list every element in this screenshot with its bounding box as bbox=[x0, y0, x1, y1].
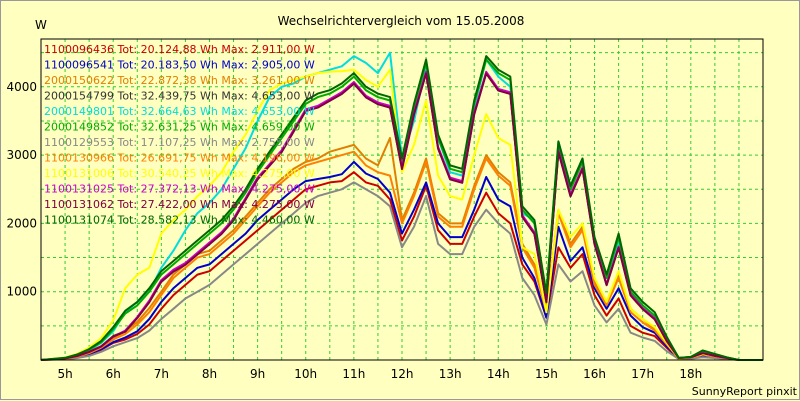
legend-entry: 1100131062 Tot: 27.422,00 Wh Max: 4.275,… bbox=[44, 198, 315, 211]
legend-entry: 2000149801 Tot: 32.664,63 Wh Max: 4.653,… bbox=[44, 105, 315, 118]
x-tick-label: 15h bbox=[535, 367, 558, 381]
x-tick-label: 8h bbox=[202, 367, 217, 381]
chart-title: Wechselrichtervergleich vom 15.05.2008 bbox=[278, 14, 525, 28]
legend-entry: 2000149852 Tot: 32.631,25 Wh Max: 4.659,… bbox=[44, 121, 315, 134]
y-tick-label: 3000 bbox=[6, 148, 37, 162]
series-line-11 bbox=[40, 72, 763, 361]
legend-entry: 1100131006 Tot: 30.540,25 Wh Max: 4.275,… bbox=[44, 167, 315, 180]
y-axis-label: W bbox=[35, 18, 47, 32]
x-tick-label: 11h bbox=[342, 367, 365, 381]
legend-entry: 1100096541 Tot: 20.183,50 Wh Max: 2.905,… bbox=[44, 59, 315, 72]
series-lines bbox=[40, 51, 763, 361]
x-tick-label: 17h bbox=[631, 367, 654, 381]
x-tick-label: 18h bbox=[679, 367, 702, 381]
series-line-9 bbox=[40, 68, 763, 361]
x-tick-label: 16h bbox=[583, 367, 606, 381]
legend: 1100096436 Tot: 20.124,88 Wh Max: 2.911,… bbox=[44, 43, 315, 227]
x-tick-label: 13h bbox=[439, 367, 462, 381]
legend-entry: 1100131074 Tot: 28.582,13 Wh Max: 4.460,… bbox=[44, 214, 315, 227]
series-line-1 bbox=[40, 171, 763, 361]
legend-entry: 2000154799 Tot: 32.439,75 Wh Max: 4.653,… bbox=[44, 90, 315, 103]
x-tick-label: 10h bbox=[294, 367, 317, 381]
legend-entry: 1100129553 Tot: 17.107,25 Wh Max: 2.755,… bbox=[44, 136, 315, 149]
series-line-8 bbox=[40, 150, 763, 361]
legend-entry: 1100096436 Tot: 20.124,88 Wh Max: 2.911,… bbox=[44, 43, 315, 56]
y-tick-label: 4000 bbox=[6, 80, 37, 94]
legend-entry: 1100130966 Tot: 26.691,75 Wh Max: 4.196,… bbox=[44, 152, 315, 165]
legend-entry: 1100131025 Tot: 27.372,13 Wh Max: 4.275,… bbox=[44, 183, 315, 196]
x-tick-label: 5h bbox=[57, 367, 72, 381]
series-line-12 bbox=[40, 55, 763, 361]
x-tick-label: 6h bbox=[106, 367, 121, 381]
x-tick-label: 9h bbox=[250, 367, 265, 381]
x-tick-label: 7h bbox=[154, 367, 169, 381]
y-tick-label: 1000 bbox=[6, 285, 37, 299]
x-tick-label: 14h bbox=[487, 367, 510, 381]
footer-credit: SunnyReport pinxit bbox=[692, 385, 798, 398]
x-axis-ticks: 5h 6h 7h 8h 9h 10h 11h 12h 13h 14h 15h 16h 17h 18h bbox=[57, 367, 702, 381]
y-axis-ticks: 1000 2000 3000 4000 bbox=[6, 80, 37, 299]
plot-border bbox=[40, 38, 764, 361]
y-tick-label: 2000 bbox=[6, 216, 37, 230]
legend-entry: 2000150622 Tot: 22.872,38 Wh Max: 3.261,… bbox=[44, 74, 315, 87]
series-line-2 bbox=[40, 160, 763, 361]
series-line-7 bbox=[40, 181, 763, 361]
x-tick-label: 12h bbox=[391, 367, 414, 381]
